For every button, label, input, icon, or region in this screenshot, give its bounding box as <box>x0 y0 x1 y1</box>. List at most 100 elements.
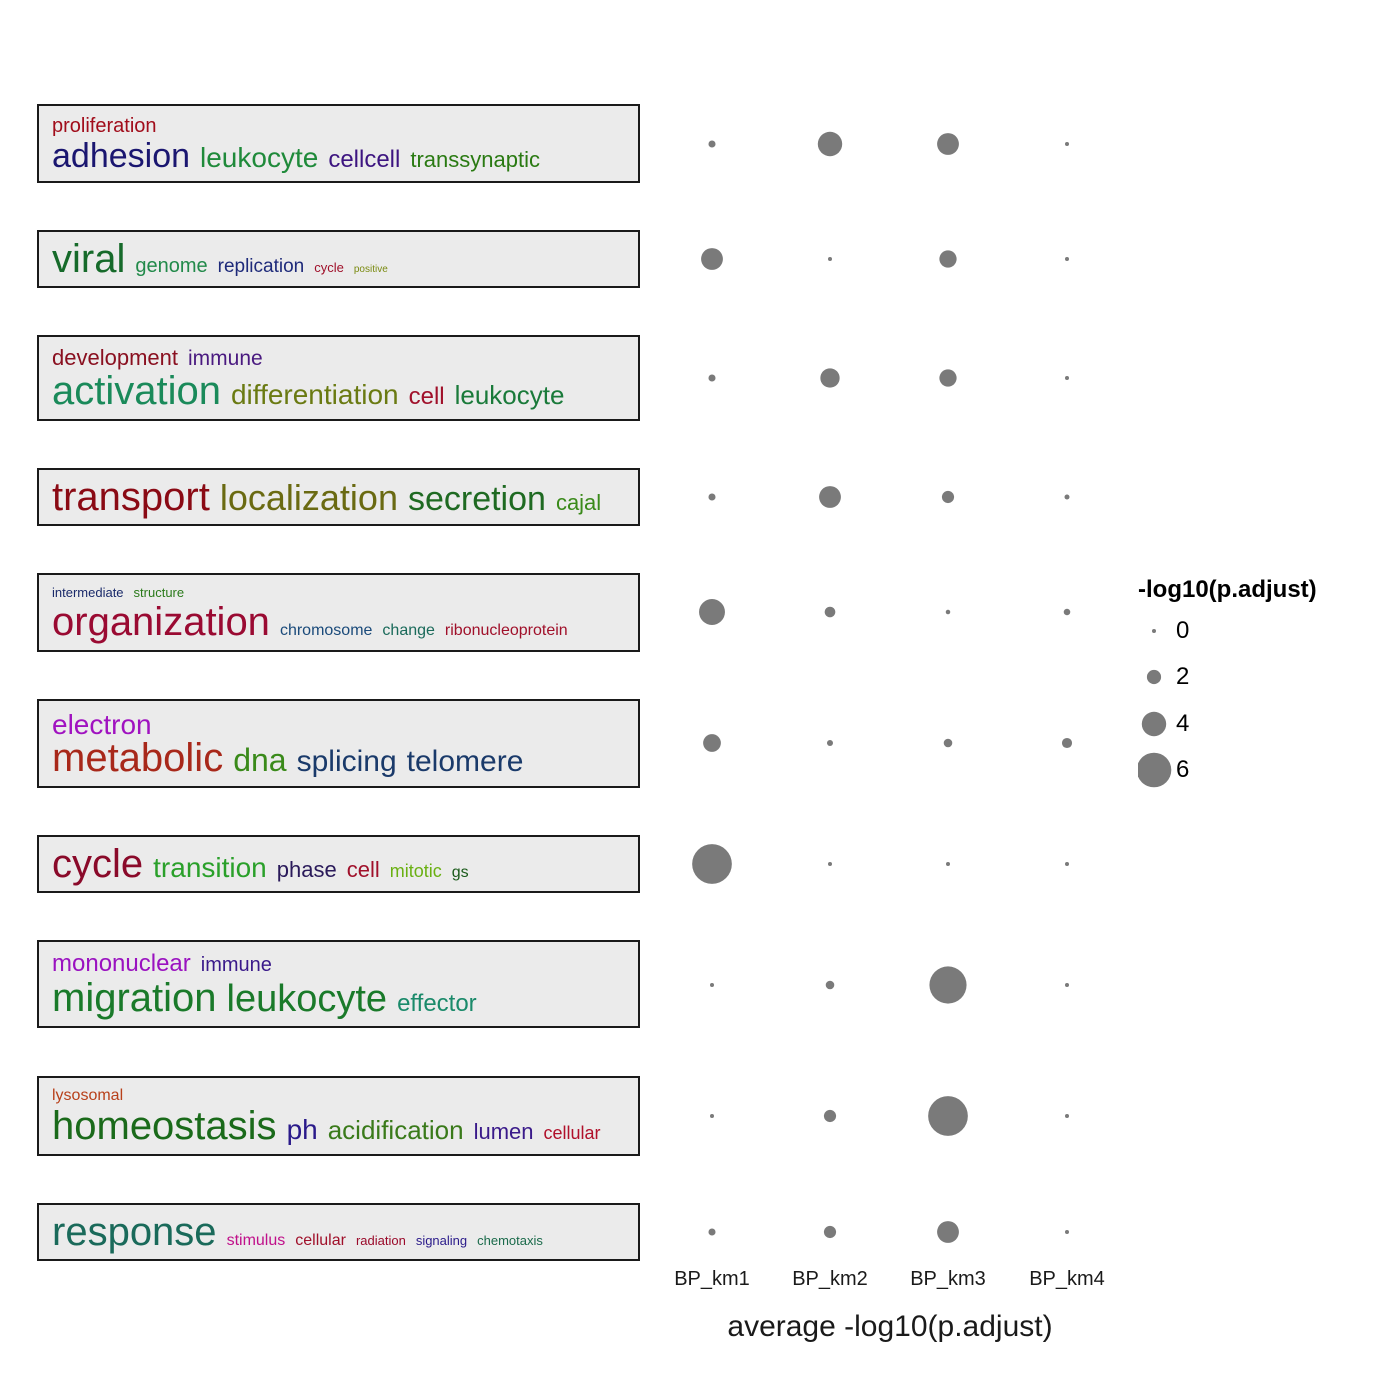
cloud-word: lysosomal <box>52 1087 124 1104</box>
cloud-word: cellcell <box>328 146 401 173</box>
dot-point <box>1065 142 1069 146</box>
dot-point <box>937 133 959 155</box>
cloud-line: cycle transition phase cell mitotic gs <box>52 844 479 884</box>
cloud-word: leukocyte <box>454 380 565 410</box>
term-panel: intermediate structure organization chromos… <box>37 573 640 652</box>
cloud-word: acidification <box>327 1115 464 1145</box>
cloud-word: metabolic <box>52 736 224 780</box>
cloud-line: viral genome replication cycle positive <box>52 239 398 279</box>
cloud-word: intermediate <box>52 585 124 600</box>
term-panel: proliferation adhesion leukocyte cellcell tr… <box>37 104 640 183</box>
cloud-word: immune <box>187 347 263 370</box>
cloud-word: localization <box>219 477 398 518</box>
x-axis-title: average -log10(p.adjust) <box>727 1310 1053 1343</box>
dot-point <box>939 250 957 268</box>
cloud-word: replication <box>217 256 305 277</box>
cloud-word: migration <box>52 976 217 1020</box>
cloud-word: leukocyte <box>200 142 319 173</box>
dot-point <box>946 862 950 866</box>
legend-dot <box>1141 711 1167 737</box>
cloud-line: migration leukocyte effector <box>52 978 487 1018</box>
dot-point <box>823 1225 837 1239</box>
legend-title: -log10(p.adjust) <box>1138 576 1317 603</box>
cloud-word: transport <box>52 475 210 519</box>
dot-point <box>1065 376 1069 380</box>
cloud-word: splicing <box>296 745 397 778</box>
cloud-word: differentiation <box>230 379 399 410</box>
dot-point <box>703 734 721 752</box>
x-tick-label: BP_km3 <box>910 1268 986 1290</box>
dot-point <box>937 1221 959 1243</box>
dot-point <box>828 862 832 866</box>
cloud-line: organization chromosome change ribonucleopr… <box>52 602 578 642</box>
cloud-word: radiation <box>355 1233 406 1248</box>
cloud-word: activation <box>52 369 221 413</box>
cloud-word: chemotaxis <box>477 1233 543 1248</box>
dot-point <box>1065 862 1069 866</box>
term-panel: viral genome replication cycle positive <box>37 230 640 288</box>
term-panel: lysosomal homeostasis ph acidification lumen… <box>37 1076 640 1156</box>
term-panel: electron metabolic dna splicing telomere <box>37 699 640 788</box>
cloud-word: organization <box>52 600 270 644</box>
cloud-word: ribonucleoprotein <box>444 622 568 639</box>
dot-point <box>708 374 716 382</box>
term-panel: cycle transition phase cell mitotic gs <box>37 835 640 893</box>
legend-label: 4 <box>1176 710 1190 737</box>
cloud-word: electron <box>52 709 152 740</box>
cloud-word: genome <box>135 255 208 277</box>
dot-point <box>1061 737 1073 749</box>
dot-point <box>1065 257 1069 261</box>
cloud-word: homeostasis <box>52 1104 277 1148</box>
cloud-line: transport localization secretion cajal <box>52 477 611 517</box>
dot-point <box>699 599 725 625</box>
cloud-word: chromosome <box>279 622 373 639</box>
cloud-line: lysosomal <box>52 1088 133 1104</box>
dot-point <box>825 980 835 990</box>
cloud-word: change <box>382 622 435 639</box>
dot-point <box>823 1109 837 1123</box>
cloud-word: leukocyte <box>226 978 388 1020</box>
cloud-line: mononuclear immune <box>52 952 282 976</box>
cloud-line: adhesion leukocyte cellcell transsynaptic <box>52 139 550 173</box>
dot-point <box>708 1228 716 1236</box>
cloud-word: cellular <box>543 1123 601 1143</box>
cloud-line: activation differentiation cell leukocyte <box>52 371 574 411</box>
cloud-line: electron <box>52 711 162 739</box>
cloud-word: viral <box>52 237 126 281</box>
cloud-word: cell <box>346 857 380 882</box>
term-panel: transport localization secretion cajal <box>37 468 640 526</box>
cloud-word: transsynaptic <box>410 147 540 172</box>
cloud-word: stimulus <box>226 1232 286 1249</box>
x-tick-label: BP_km2 <box>792 1268 868 1290</box>
cloud-word: cellular <box>295 1232 346 1249</box>
cloud-word: ph <box>286 1114 318 1145</box>
dot-point <box>710 1114 714 1118</box>
dot-point <box>945 609 951 615</box>
dot-point <box>929 966 967 1004</box>
dot-point <box>824 606 836 618</box>
dot-point <box>1065 1114 1069 1118</box>
legend-dot <box>1152 629 1156 633</box>
legend-label: 0 <box>1176 617 1190 644</box>
term-panel: development immune activation differentiati… <box>37 335 640 421</box>
cloud-word: immune <box>200 954 272 976</box>
dot-point <box>826 739 834 747</box>
dot-point <box>943 738 953 748</box>
cloud-word: effector <box>397 990 477 1017</box>
dot-point <box>828 257 832 261</box>
cloud-line: response stimulus cellular radiation signali… <box>52 1212 553 1252</box>
cloud-line: intermediate structure <box>52 585 194 601</box>
dot-point <box>692 844 732 884</box>
dot-point <box>708 140 716 148</box>
cloud-word: cycle <box>52 842 144 886</box>
cloud-word: transition <box>153 852 267 883</box>
cloud-word: gs <box>451 864 469 881</box>
legend-label: 2 <box>1176 663 1190 690</box>
cloud-word: cell <box>408 383 445 410</box>
cloud-line: development immune <box>52 347 273 370</box>
size-legend: -log10(p.adjust) 0 2 4 6 <box>1138 576 1378 806</box>
cloud-word: telomere <box>406 745 524 778</box>
dot-point <box>1064 494 1070 500</box>
dot-point <box>701 248 723 270</box>
